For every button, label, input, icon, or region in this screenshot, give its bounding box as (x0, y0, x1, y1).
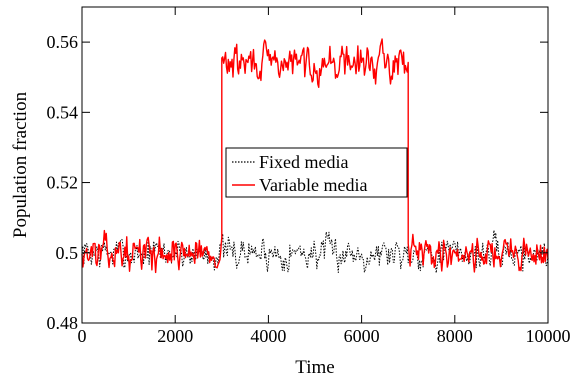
y-tick-label: 0.48 (47, 313, 79, 333)
x-tick-label: 0 (78, 326, 87, 346)
x-tick-label: 4000 (250, 326, 286, 346)
legend-box (225, 147, 408, 198)
y-tick-label: 0.56 (47, 32, 79, 52)
series-line-fixed-media (81, 229, 549, 274)
x-tick-label: 10000 (526, 326, 571, 346)
legend: Fixed media Variable media (225, 147, 408, 198)
y-tick-label: 0.5 (56, 243, 79, 263)
y-tick-label: 0.52 (47, 173, 79, 193)
ticks-layer: 0 2000 4000 6000 8000 10000 0.48 0.5 0.52 0.54 0.5… (47, 7, 571, 346)
y-tick-label: 0.54 (47, 102, 79, 122)
legend-label-variable-media: Variable media (259, 175, 367, 195)
x-tick-label: 2000 (157, 326, 193, 346)
x-tick-label: 8000 (437, 326, 473, 346)
series-line-variable-media (81, 38, 549, 274)
x-tick-label: 6000 (344, 326, 380, 346)
x-axis-title: Time (295, 357, 334, 378)
legend-label-fixed-media: Fixed media (259, 152, 348, 172)
y-axis-title: Population fraction (10, 91, 31, 238)
plot-frame (81, 6, 549, 324)
series-layer (81, 38, 549, 274)
